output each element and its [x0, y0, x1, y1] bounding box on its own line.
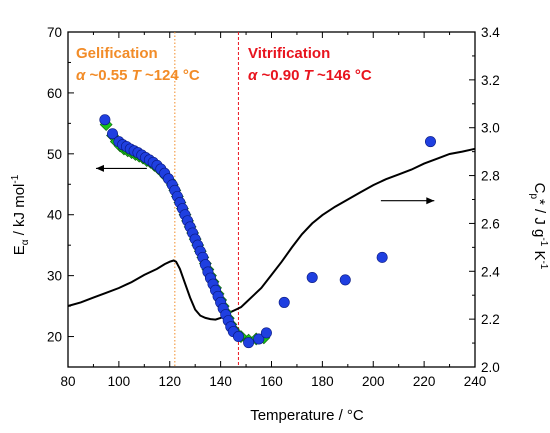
y-right-sup1: -1 [538, 237, 549, 246]
y-left-tick-label: 20 [47, 330, 62, 345]
circle-point [99, 114, 111, 126]
axis-arrows [95, 164, 435, 205]
y-left-sub: α [20, 239, 31, 245]
vitrification-title: Vitrification [248, 45, 330, 62]
circle-point [424, 136, 436, 148]
circle-series [99, 114, 436, 349]
heat-capacity-line [67, 147, 476, 321]
y-left-tick-label: 70 [47, 25, 62, 40]
left-arrow-head [95, 164, 104, 172]
vitrification-alpha-value: ~0.90 [257, 67, 303, 84]
y-right-rest: * / J g [531, 199, 548, 237]
y-right-tick-label: 3.2 [481, 73, 500, 88]
y-right-tick-label: 2.2 [481, 312, 500, 327]
circle-point [232, 331, 244, 343]
y-right-tick-label: 2.6 [481, 216, 500, 231]
y-axis-right-title: Cp* / J g-1 K-1 [528, 183, 549, 270]
x-tick-label: 180 [311, 374, 334, 389]
circle-point [260, 327, 272, 339]
x-tick-label: 120 [158, 374, 181, 389]
diamond-series [99, 118, 271, 347]
y-axis-left-title: Eα / kJ mol-1 [10, 174, 31, 255]
y-right-sup2: -1 [538, 260, 549, 269]
tick-labels: 80 100 120 140 160 180 200 220 240 20 30 40 50 60 70 2.… [47, 25, 500, 389]
gelification-alpha-value: ~0.55 [85, 67, 131, 84]
circle-point [376, 251, 388, 263]
x-tick-label: 140 [209, 374, 232, 389]
y-left-main: E [11, 245, 28, 255]
circle-point [339, 274, 351, 286]
vitrification-alpha-symbol: α [248, 67, 258, 84]
y-left-tick-label: 40 [47, 208, 62, 223]
x-tick-label: 80 [60, 374, 75, 389]
right-arrow-head [426, 197, 435, 205]
y-right-tick-label: 2.0 [481, 360, 500, 375]
y-left-tick-label: 50 [47, 147, 62, 162]
y-left-sup: -1 [10, 174, 21, 183]
y-right-tick-label: 3.4 [481, 25, 500, 40]
circle-point [278, 296, 290, 308]
transition-lines [174, 32, 239, 367]
x-tick-label: 240 [464, 374, 487, 389]
y-right-rest2: K [531, 246, 548, 260]
y-right-main: C [531, 183, 548, 194]
circle-point [243, 337, 255, 349]
vitrification-t-value: ~146 °C [313, 67, 372, 84]
gelification-alpha-symbol: α [76, 67, 86, 84]
y-left-tick-label: 60 [47, 86, 62, 101]
x-tick-label: 100 [108, 374, 131, 389]
x-axis-title: Temperature / °C [250, 407, 364, 424]
circle-point [253, 333, 265, 345]
gelification-t-value: ~124 °C [141, 67, 200, 84]
heat-capacity-curve [67, 147, 476, 321]
y-left-tick-label: 30 [47, 269, 62, 284]
gelification-t-symbol: T [132, 67, 143, 84]
x-tick-label: 160 [260, 374, 283, 389]
y-right-tick-label: 3.0 [481, 121, 500, 136]
circle-point [306, 271, 318, 283]
gelification-title: Gelification [76, 45, 158, 62]
y-right-sub: p [528, 193, 539, 199]
gelification-subtitle: α ~0.55 T ~124 °C [76, 67, 200, 84]
vitrification-t-symbol: T [304, 67, 315, 84]
circle-point [107, 128, 119, 140]
x-tick-label: 220 [413, 374, 436, 389]
x-tick-label: 200 [362, 374, 385, 389]
y-right-tick-label: 2.4 [481, 264, 500, 279]
y-left-rest: / kJ mol [11, 184, 28, 240]
axis-ticks [67, 31, 476, 368]
vitrification-subtitle: α ~0.90 T ~146 °C [248, 67, 372, 84]
y-right-tick-label: 2.8 [481, 169, 500, 184]
